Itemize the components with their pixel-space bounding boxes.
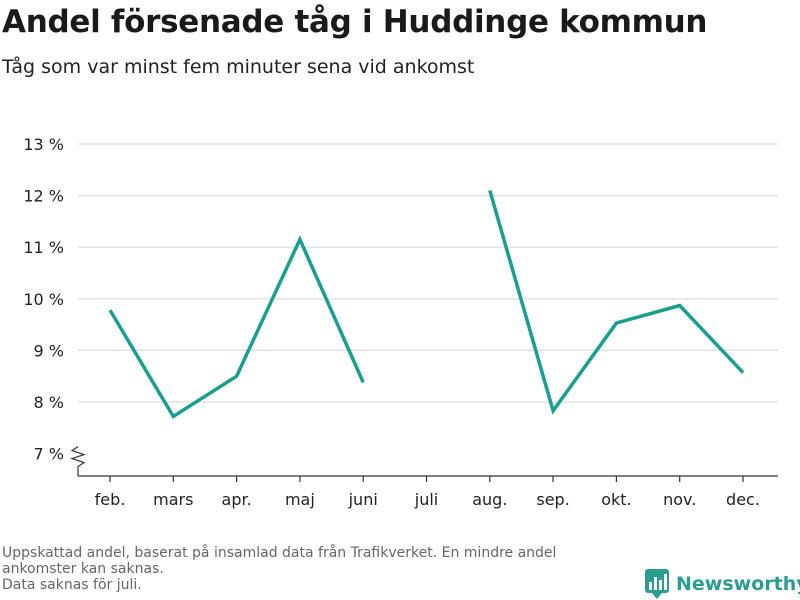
footnote-line: Uppskattad andel, baserat på insamlad da…	[2, 545, 557, 561]
brand-name: Newsworthy	[676, 573, 800, 595]
x-tick-label: nov.	[663, 490, 696, 509]
brand-logo[interactable]: Newsworthy	[644, 568, 800, 600]
footnote-line: ankomster kan saknas.	[2, 561, 164, 577]
y-tick-label: 11 %	[23, 238, 64, 257]
y-tick-label: 7 %	[34, 445, 64, 464]
chart-subtitle: Tåg som var minst fem minuter sena vid a…	[2, 56, 475, 78]
line-chart: 7 % 8 % 9 % 10 % 11 % 12 % 13 % feb. mars apr. ma…	[23, 135, 778, 509]
y-tick-label: 8 %	[34, 393, 64, 412]
y-tick-label: 12 %	[23, 187, 64, 206]
y-tick-label: 9 %	[34, 341, 64, 360]
series-line	[488, 189, 745, 415]
x-tick-label: feb.	[95, 490, 126, 509]
x-tick-label: aug.	[472, 490, 507, 509]
x-tick-label: maj	[285, 490, 315, 509]
x-tick-label: dec.	[726, 490, 760, 509]
x-tick-label: sep.	[536, 490, 569, 509]
axis-break-icon	[70, 446, 86, 476]
y-tick-label: 10 %	[23, 290, 64, 309]
x-tick-label: mars	[153, 490, 193, 509]
chart-title: Andel försenade tåg i Huddinge kommun	[2, 4, 708, 40]
x-tick-label: juni	[348, 490, 378, 509]
x-tick-label: juli	[414, 490, 438, 509]
footnote: Uppskattad andel, baserat på insamlad da…	[2, 545, 642, 593]
series-line	[108, 235, 365, 419]
y-tick-label: 13 %	[23, 135, 64, 154]
newsworthy-logo-icon	[645, 569, 669, 599]
x-tick-label: okt.	[601, 490, 631, 509]
footnote-line: Data saknas för juli.	[2, 577, 142, 593]
x-tick-label: apr.	[222, 490, 252, 509]
